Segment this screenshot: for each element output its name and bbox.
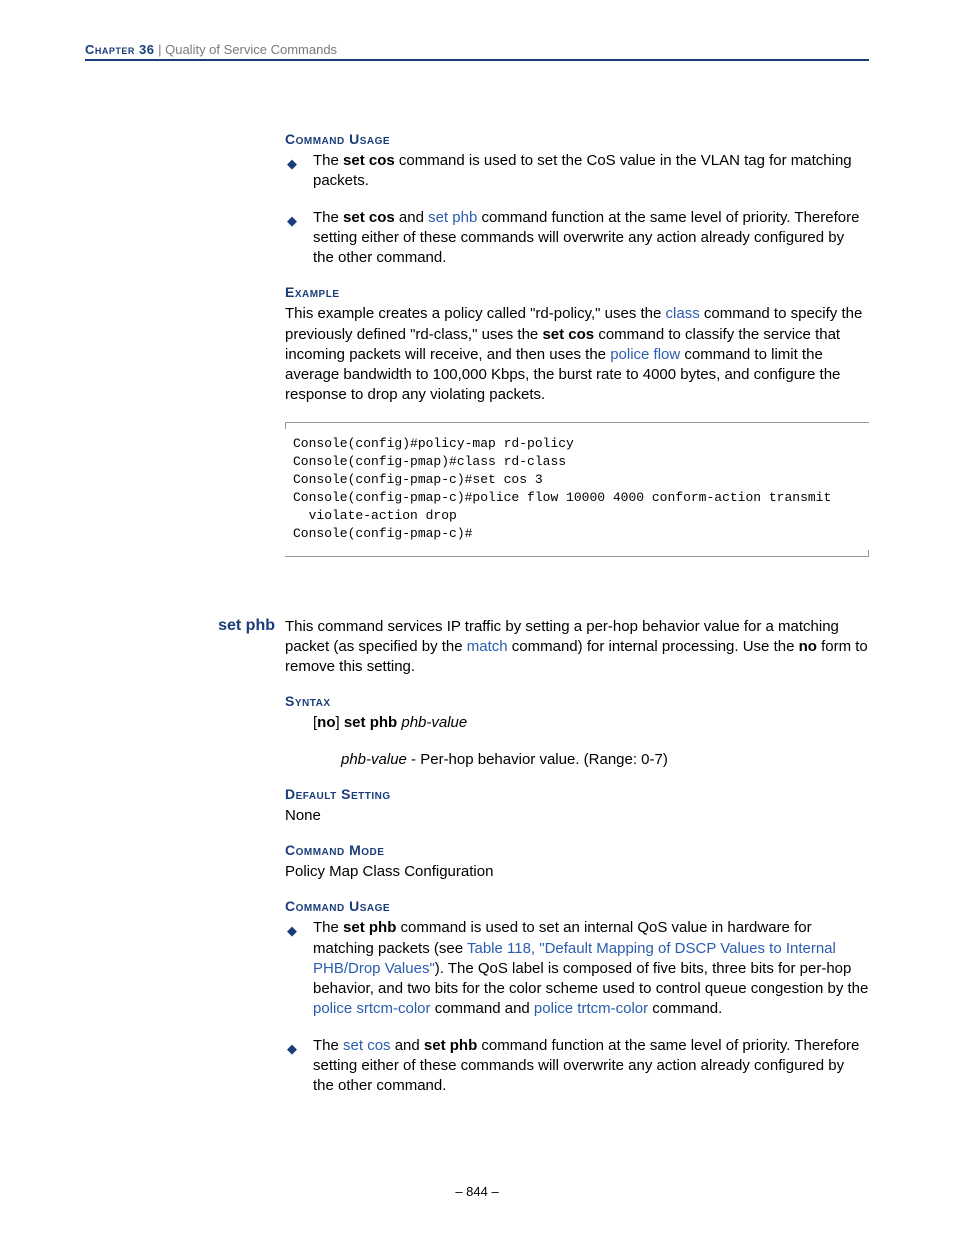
default-setting-value: None: [285, 806, 869, 826]
chapter-title: Quality of Service Commands: [165, 42, 337, 57]
syntax-heading: Syntax: [285, 693, 869, 709]
police-flow-link[interactable]: police flow: [610, 346, 680, 363]
text: ]: [336, 714, 344, 731]
command-name: set phb: [211, 617, 275, 635]
code-text: Console(config)#policy-map rd-policy Con…: [293, 435, 861, 544]
text: This example creates a policy called "rd…: [285, 305, 666, 322]
example-paragraph: This example creates a policy called "rd…: [285, 304, 869, 405]
default-setting-heading: Default Setting: [285, 786, 869, 802]
text: command and: [431, 1000, 534, 1017]
text: command.: [648, 1000, 722, 1017]
usage2-bullet-1: ◆ The set phb command is used to set an …: [285, 918, 869, 1019]
text: and: [395, 209, 428, 226]
text: and: [391, 1037, 424, 1054]
italic-text: phb-value: [341, 751, 407, 768]
italic-text: phb-value: [401, 714, 467, 731]
chapter-label: Chapter 36: [85, 42, 154, 57]
command-mode-value: Policy Map Class Configuration: [285, 862, 869, 882]
bold-text: set phb: [343, 919, 396, 936]
bullet-diamond-icon: ◆: [287, 1040, 297, 1058]
code-block: Console(config)#policy-map rd-policy Con…: [285, 422, 869, 557]
text: command) for internal processing. Use th…: [508, 638, 799, 655]
usage-bullet-1: ◆ The set cos command is used to set the…: [285, 151, 869, 192]
bullet-diamond-icon: ◆: [287, 155, 297, 173]
bullet-diamond-icon: ◆: [287, 212, 297, 230]
command-usage-heading: Command Usage: [285, 131, 869, 147]
set-phb-intro: This command services IP traffic by sett…: [285, 617, 869, 678]
usage2-bullet-2: ◆ The set cos and set phb command functi…: [285, 1036, 869, 1097]
usage-bullet-2: ◆ The set cos and set phb command functi…: [285, 208, 869, 269]
text: The: [313, 209, 343, 226]
text: command is used to set the CoS value in …: [313, 152, 852, 189]
syntax-line: [no] set phb phb-value: [313, 713, 869, 733]
command-mode-heading: Command Mode: [285, 842, 869, 858]
bullet-diamond-icon: ◆: [287, 922, 297, 940]
page-number: – 844 –: [0, 1184, 954, 1199]
match-link[interactable]: match: [467, 638, 508, 655]
bold-text: set cos: [343, 209, 395, 226]
bold-text: set cos: [343, 152, 395, 169]
header-rule: Chapter 36 | Quality of Service Commands: [85, 42, 869, 61]
bold-text: set phb: [424, 1037, 477, 1054]
header: Chapter 36 | Quality of Service Commands: [85, 42, 869, 57]
text: The: [313, 152, 343, 169]
bold-text: no: [317, 714, 335, 731]
set-cos-link[interactable]: set cos: [343, 1037, 391, 1054]
set-phb-link[interactable]: set phb: [428, 209, 477, 226]
syntax-desc: phb-value - Per-hop behavior value. (Ran…: [341, 750, 869, 770]
bold-text: set cos: [542, 326, 594, 343]
page: Chapter 36 | Quality of Service Commands…: [0, 0, 954, 1235]
example-heading: Example: [285, 284, 869, 300]
command-usage2-heading: Command Usage: [285, 898, 869, 914]
bold-text: no: [799, 638, 817, 655]
bold-text: set phb: [344, 714, 397, 731]
header-divider: |: [158, 42, 161, 57]
class-link[interactable]: class: [666, 305, 700, 322]
content-area: Command Usage ◆ The set cos command is u…: [285, 131, 869, 1096]
set-phb-section: set phb This command services IP traffic…: [285, 617, 869, 1097]
text: The: [313, 919, 343, 936]
police-srtcm-link[interactable]: police srtcm-color: [313, 1000, 431, 1017]
text: The: [313, 1037, 343, 1054]
text: - Per-hop behavior value. (Range: 0-7): [407, 751, 668, 768]
police-trtcm-link[interactable]: police trtcm-color: [534, 1000, 648, 1017]
